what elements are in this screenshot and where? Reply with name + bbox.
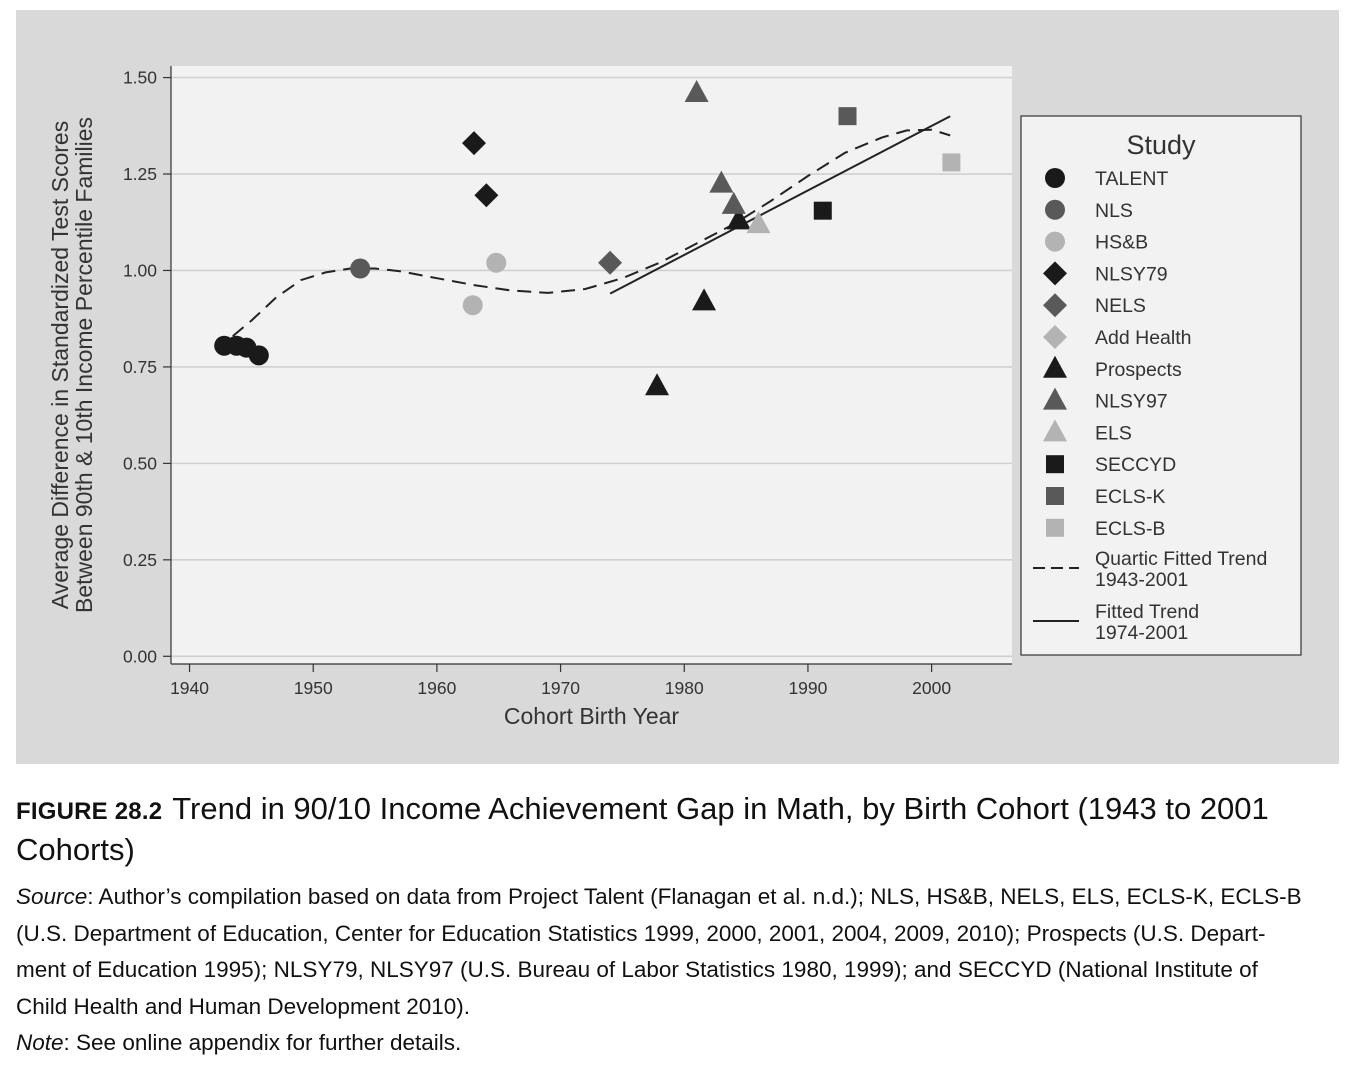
x-tick-label: 2000 (912, 678, 951, 698)
point-nlsy97 (709, 170, 734, 193)
x-tick-label: 1960 (417, 678, 456, 698)
x-axis-label: Cohort Birth Year (504, 703, 680, 729)
x-tick-label: 1990 (788, 678, 827, 698)
legend-marker-nlsy97 (1043, 387, 1067, 410)
legend-marker-nls (1045, 199, 1065, 220)
y-tick-label: 1.25 (123, 164, 157, 184)
x-tick-label: 1970 (541, 678, 580, 698)
figure-caption: FIGURE 28.2 Trend in 90/10 Income Achieve… (16, 790, 1336, 1062)
legend-label-ecls-k: ECLS-K (1095, 486, 1165, 508)
legend-label-prospects: Prospects (1095, 359, 1182, 381)
y-tick-label: 0.25 (123, 550, 157, 570)
point-nels (598, 250, 623, 275)
quartic-trend-line (232, 128, 951, 337)
legend-marker-ecls-b (1046, 518, 1064, 537)
point-nlsy97 (721, 191, 746, 214)
chart-panel: 0.00 0.25 0.50 0.75 1.00 1.25 1.50 1940 1950 1960… (16, 10, 1339, 764)
legend-box (1020, 115, 1302, 656)
note-text: : See online appendix for further detail… (63, 1030, 462, 1055)
legend-marker-ecls-k (1046, 487, 1064, 505)
legend-label-nlsy79: NLSY79 (1095, 263, 1168, 285)
source-text-1: : Author’s compilation based on data fro… (87, 884, 1302, 909)
legend-label-nls: NLS (1095, 200, 1133, 222)
point-nls (350, 258, 371, 279)
legend-trend-years: 1943-2001 (1095, 569, 1188, 591)
source-line-2: (U.S. Department of Education, Center fo… (16, 920, 1266, 946)
y-tick-label: 0.00 (123, 646, 157, 666)
figure-title-text: Trend in 90/10 Income Achievement Gap in… (16, 791, 1269, 867)
y-axis-label: Average Difference in Standardized Test … (47, 117, 97, 613)
point-seccyd (813, 201, 832, 220)
y-tick-label: 1.50 (123, 68, 157, 88)
y-tick-label: 0.50 (123, 453, 157, 473)
y-tick-label: 1.00 (123, 260, 157, 280)
legend-label-nels: NELS (1095, 295, 1146, 317)
legend-marker-els (1043, 419, 1067, 442)
source-line-4: Child Health and Human Development 2010)… (16, 993, 471, 1019)
source-line-3: ment of Education 1995); NLSY79, NLSY97 … (16, 957, 1258, 982)
point-hs-b (486, 252, 507, 273)
legend-marker-nlsy79 (1043, 261, 1067, 286)
legend-marker-seccyd (1046, 455, 1064, 474)
figure-label: FIGURE 28.2 (16, 798, 163, 825)
point-nlsy97 (684, 80, 709, 103)
point-prospects (726, 207, 751, 230)
legend-trend-label: Quartic Fitted Trend (1095, 548, 1267, 570)
legend-marker-prospects (1043, 355, 1067, 378)
point-talent (248, 345, 269, 366)
legend-marker-add-health (1043, 325, 1067, 349)
point-hs-b (462, 295, 483, 316)
point-prospects (645, 373, 670, 396)
legend-label-ecls-b: ECLS-B (1095, 518, 1165, 540)
legend-title: Study (1126, 130, 1196, 160)
legend-marker-talent (1045, 168, 1065, 188)
point-els (746, 211, 771, 234)
plot-area (171, 66, 1012, 664)
legend-trend-label: Fitted Trend (1095, 601, 1199, 623)
scatter-chart: 0.00 0.25 0.50 0.75 1.00 1.25 1.50 1940 1950 1960… (47, 66, 1302, 729)
legend-marker-nels (1043, 293, 1067, 318)
legend-label-seccyd: SECCYD (1095, 454, 1176, 476)
legend-label-els: ELS (1095, 422, 1132, 444)
x-tick-label: 1980 (665, 678, 704, 698)
legend-label-nlsy97: NLSY97 (1095, 391, 1168, 413)
legend-trend-years: 1974-2001 (1095, 622, 1188, 644)
source-label: Source (16, 884, 88, 909)
legend-label-talent: TALENT (1095, 168, 1168, 190)
x-tick-label: 1940 (170, 678, 209, 698)
note-line: Note: See online appendix for further de… (16, 1025, 1336, 1062)
legend-label-hs-b: HS&B (1095, 232, 1148, 254)
legend-label-add-health: Add Health (1095, 327, 1191, 349)
fitted-trend-line (609, 115, 951, 295)
note-label: Note (16, 1030, 64, 1055)
y-tick-label: 0.75 (123, 357, 157, 377)
legend-marker-hs-b (1045, 231, 1065, 252)
figure-title: FIGURE 28.2 Trend in 90/10 Income Achieve… (16, 790, 1336, 869)
point-nlsy79 (474, 183, 499, 208)
point-prospects (692, 288, 717, 311)
source-line-1: Source: Author’s compilation based on da… (16, 879, 1336, 916)
x-tick-label: 1950 (294, 678, 333, 698)
point-ecls-b (942, 153, 961, 172)
point-ecls-k (838, 107, 857, 126)
point-nlsy79 (462, 131, 487, 156)
